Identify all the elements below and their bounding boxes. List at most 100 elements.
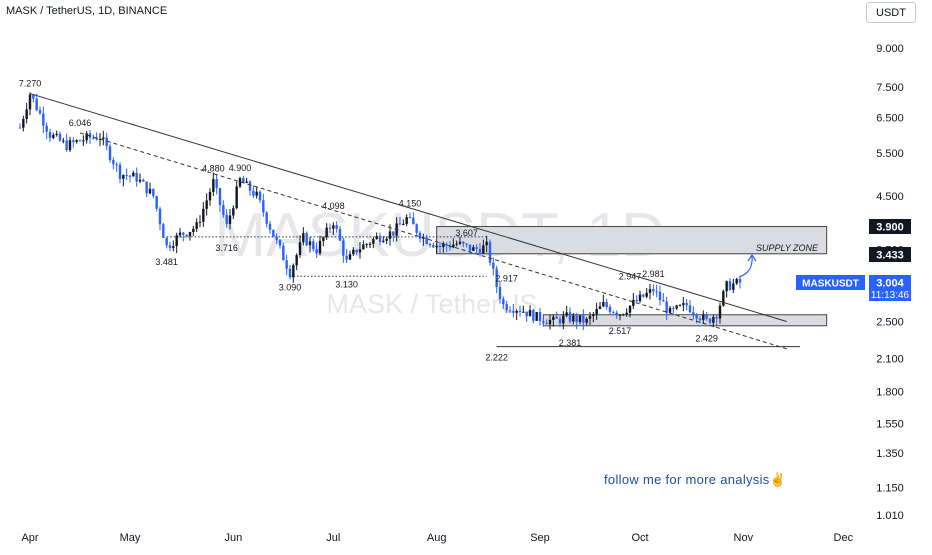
candle-body [178,232,182,236]
candle-body [408,217,412,219]
candle-body [95,137,98,140]
candle-body [255,191,258,196]
candle-body [535,312,538,321]
candle-body [188,231,192,237]
candle-body [155,196,158,209]
candle-body [488,241,492,263]
candle-body [442,244,445,248]
candle-body [102,137,105,139]
candle-body [602,302,605,307]
candle-body [98,138,102,140]
candle-body [458,241,462,244]
candle-body [522,311,525,313]
candle-body [702,314,705,321]
candle-body [315,249,318,254]
candle-body [25,109,28,119]
candle-body [385,238,388,241]
candle-body [568,312,572,322]
y-tick-label: 4.500 [876,191,904,203]
y-tick-label: 1.800 [876,387,904,399]
candle-body [705,314,708,319]
zones-layer [436,226,828,327]
candle-body [505,304,508,311]
candle-body [375,236,378,240]
candle-body [42,113,45,126]
candle-body [658,291,662,301]
supply-zone [436,226,828,255]
supply-zone-arrow [738,255,753,278]
current-price-badge-bg [869,275,911,301]
candle-body [232,208,235,216]
candle-body [108,146,112,161]
footer-note-text: follow me for more analysis [604,472,770,487]
candle-body [275,236,278,240]
candle-body [258,191,262,201]
candle-body [508,310,512,312]
candle-body [612,312,615,314]
candle-body [72,140,75,142]
candle-body [682,303,685,306]
candle-body [45,125,48,132]
x-tick-label: Dec [834,532,854,544]
candle-body [152,188,155,197]
candle-body [312,241,315,250]
candle-body [92,137,95,139]
candle-body [295,255,298,266]
badge-3900: 3.900 [876,222,904,234]
candle-body [592,314,595,317]
candle-body [655,291,658,293]
candle-body [65,140,68,151]
candle-body [588,316,592,319]
y-tick-label: 1.150 [876,482,904,494]
candle-body [518,310,522,312]
candle-body [565,312,568,316]
candle-body [552,316,555,320]
x-tick-label: Aug [427,532,447,544]
currency-button[interactable]: USDT [866,2,916,23]
x-axis[interactable]: Apr May Jun Jul Aug Sep Oct Nov Dec [21,532,853,544]
candle-body [532,310,535,321]
candle-body [622,314,625,316]
candle-body [672,308,675,310]
candle-body [675,305,678,309]
candle-body [435,245,438,248]
swing-label: 4.150 [399,198,422,208]
candle-body [378,236,382,243]
candle-body [598,306,602,309]
x-tick-label: Oct [631,532,648,544]
candle-body [285,260,288,269]
candle-body [18,127,22,129]
candle-body [115,164,118,166]
candle-body [62,140,65,142]
candle-body [358,249,362,253]
candle-body [605,302,608,307]
candle-body [332,225,335,229]
candle-body [272,229,275,237]
candle-body [685,303,688,306]
candle-body [32,94,35,99]
candle-body [545,323,548,325]
badge-3433: 3.433 [876,250,904,262]
candle-body [432,245,435,248]
badge-3900-bg [869,219,911,234]
candle-body [318,240,322,254]
y-tick-label: 6.500 [876,112,904,124]
swing-label: 2.222 [485,353,508,363]
footer-note: follow me for more analysis✌ [604,472,786,488]
candle-body [452,244,455,248]
candle-body [238,178,242,187]
supply-zone-label: SUPPLY ZONE [756,243,819,253]
candle-body [262,200,265,213]
swing-label: 3.481 [155,257,178,267]
swing-label: 4.900 [229,163,252,173]
swing-label: 4.098 [322,201,345,211]
candle-body [585,318,588,323]
trendline-solid [29,93,787,322]
supply-zone-arrow-head [747,253,757,262]
candle-body [182,232,185,235]
candle-body [405,217,408,224]
candle-body [512,311,515,313]
candle-body [695,314,698,319]
candle-body [175,235,178,247]
